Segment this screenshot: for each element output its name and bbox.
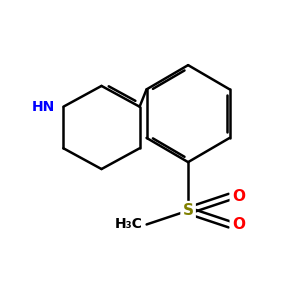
Text: O: O — [232, 217, 245, 232]
Text: HN: HN — [32, 100, 55, 114]
Text: O: O — [232, 189, 245, 204]
Text: H₃C: H₃C — [115, 218, 143, 232]
Text: S: S — [183, 203, 194, 218]
